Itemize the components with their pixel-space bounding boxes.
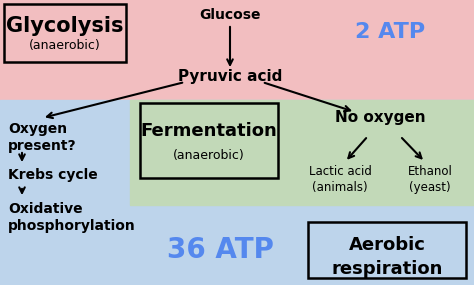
Text: Pyruvic acid: Pyruvic acid	[178, 68, 282, 84]
Text: Lactic acid
(animals): Lactic acid (animals)	[309, 165, 372, 194]
Text: Krebs cycle: Krebs cycle	[8, 168, 98, 182]
Bar	[140, 103, 278, 178]
Text: 2 ATP: 2 ATP	[355, 22, 425, 42]
Bar	[308, 222, 466, 278]
Bar	[4, 4, 126, 62]
Text: 36 ATP: 36 ATP	[166, 236, 273, 264]
Text: (anaerobic): (anaerobic)	[29, 40, 101, 52]
Text: No oxygen: No oxygen	[335, 110, 425, 125]
Text: Fermentation: Fermentation	[141, 122, 277, 140]
Bar	[0, 100, 474, 285]
Text: Oxidative
phosphorylation: Oxidative phosphorylation	[8, 202, 136, 233]
Bar	[0, 0, 474, 100]
Text: Oxygen
present?: Oxygen present?	[8, 122, 77, 153]
Text: Ethanol
(yeast): Ethanol (yeast)	[408, 165, 453, 194]
Text: Glycolysis: Glycolysis	[6, 16, 124, 36]
Text: (anaerobic): (anaerobic)	[173, 148, 245, 162]
Text: Aerobic
respiration: Aerobic respiration	[331, 236, 443, 278]
Bar	[130, 100, 474, 205]
Text: Glucose: Glucose	[199, 8, 261, 22]
